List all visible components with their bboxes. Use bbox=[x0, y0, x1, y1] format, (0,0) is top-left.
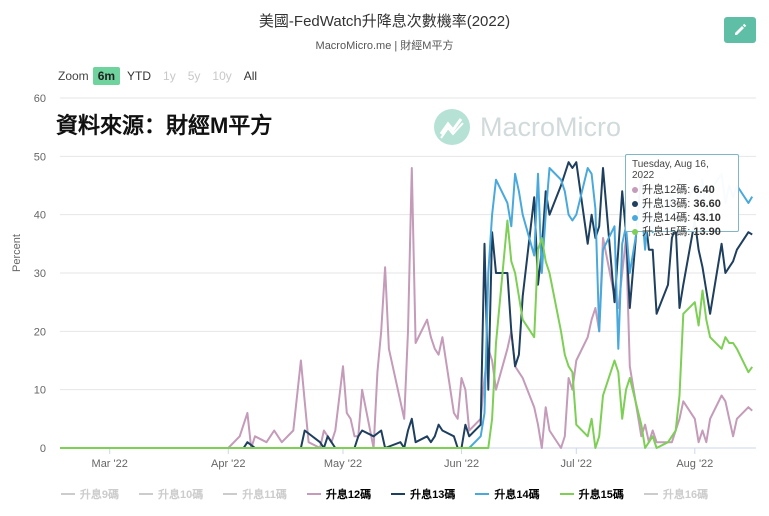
legend-swatch bbox=[306, 493, 321, 495]
legend-label: 升息14碼 bbox=[494, 489, 540, 501]
x-tick-label: Apr '22 bbox=[211, 458, 246, 470]
legend-label: 升息9碼 bbox=[79, 489, 119, 501]
zoom-10y-button[interactable]: 10y bbox=[212, 69, 232, 83]
zoom-6m-button[interactable]: 6m bbox=[92, 67, 121, 85]
legend-label: 升息12碼 bbox=[325, 489, 372, 501]
tooltip-row-value: 6.40 bbox=[693, 184, 715, 196]
series-dot-icon bbox=[632, 215, 638, 222]
chart-legend: 升息9碼 升息10碼 升息11碼 升息12碼 升息13碼 升息14碼 升息15碼… bbox=[0, 486, 769, 502]
legend-item[interactable]: 升息12碼 bbox=[306, 486, 372, 502]
series-line bbox=[60, 219, 754, 449]
tooltip-row-label: 升息12碼: bbox=[642, 184, 691, 196]
pencil-icon bbox=[735, 23, 747, 35]
zoom-1y-button[interactable]: 1y bbox=[163, 69, 176, 83]
y-tick-label: 40 bbox=[34, 210, 46, 222]
legend-item[interactable]: 升息14碼 bbox=[475, 486, 540, 502]
legend-label: 升息15碼 bbox=[578, 489, 624, 501]
y-tick-label: 20 bbox=[34, 326, 46, 338]
zoom-bar: Zoom 6m YTD 1y 5y 10y All bbox=[58, 66, 264, 86]
y-tick-label: 10 bbox=[34, 385, 46, 397]
legend-swatch bbox=[391, 493, 406, 495]
y-tick-label: 30 bbox=[34, 268, 46, 280]
tooltip-row-value: 13.90 bbox=[693, 226, 721, 238]
x-tick-label: Aug '22 bbox=[676, 458, 713, 470]
legend-swatch bbox=[223, 493, 238, 495]
y-tick-label: 60 bbox=[34, 93, 46, 105]
zoom-ytd-button[interactable]: YTD bbox=[127, 69, 152, 83]
legend-swatch bbox=[475, 493, 490, 495]
zoom-label: Zoom bbox=[58, 69, 89, 83]
tooltip-row: 升息14碼: 43.10 bbox=[632, 211, 732, 225]
legend-label: 升息13碼 bbox=[410, 489, 456, 501]
series-dot-icon bbox=[632, 201, 638, 208]
legend-label: 升息16碼 bbox=[662, 489, 709, 501]
tooltip-row: 升息13碼: 36.60 bbox=[632, 197, 732, 211]
edit-button[interactable] bbox=[724, 17, 756, 43]
x-tick-label: Jul '22 bbox=[561, 458, 592, 470]
legend-swatch bbox=[643, 493, 658, 495]
x-tick-label: Jun '22 bbox=[444, 458, 479, 470]
tooltip-row-value: 36.60 bbox=[693, 198, 721, 210]
legend-item[interactable]: 升息10碼 bbox=[138, 486, 204, 502]
watermark-text: MacroMicro bbox=[480, 111, 622, 142]
chart-subtitle: MacroMicro.me | 財經M平方 bbox=[315, 40, 454, 52]
series-dot-icon bbox=[632, 187, 638, 194]
x-tick-label: Mar '22 bbox=[92, 458, 128, 470]
tooltip-row: 升息12碼: 6.40 bbox=[632, 183, 732, 197]
tooltip-row: 升息15碼: 13.90 bbox=[632, 225, 732, 239]
tooltip-row-label: 升息13碼: bbox=[642, 198, 691, 210]
zoom-5y-button[interactable]: 5y bbox=[187, 69, 201, 83]
legend-item[interactable]: 升息15碼 bbox=[559, 486, 624, 502]
legend-swatch bbox=[559, 493, 574, 495]
tooltip-row-label: 升息14碼: bbox=[642, 212, 691, 224]
legend-item[interactable]: 升息11碼 bbox=[223, 486, 287, 502]
x-tick-label: May '22 bbox=[324, 458, 362, 470]
legend-item[interactable]: 升息16碼 bbox=[643, 486, 709, 502]
series-line bbox=[60, 161, 753, 449]
watermark: MacroMicro bbox=[432, 107, 621, 147]
legend-swatch bbox=[60, 493, 75, 495]
chart-title: 美國-FedWatch升降息次數機率(2022) bbox=[258, 13, 511, 30]
y-tick-label: 0 bbox=[40, 443, 46, 455]
legend-label: 升息11碼 bbox=[242, 489, 287, 501]
legend-label: 升息10碼 bbox=[157, 489, 204, 501]
source-note: 資料來源：財經M平方 bbox=[56, 113, 273, 138]
legend-item[interactable]: 升息9碼 bbox=[60, 486, 119, 502]
tooltip-date: Tuesday, Aug 16, 2022 bbox=[632, 159, 709, 181]
tooltip: Tuesday, Aug 16, 2022 升息12碼: 6.40 升息13碼:… bbox=[625, 154, 739, 238]
y-axis-label: Percent bbox=[11, 234, 23, 272]
legend-item[interactable]: 升息13碼 bbox=[391, 486, 455, 502]
tooltip-row-label: 升息15碼: bbox=[642, 226, 691, 238]
y-tick-label: 50 bbox=[34, 151, 46, 163]
zoom-all-button[interactable]: All bbox=[243, 69, 258, 83]
legend-swatch bbox=[138, 493, 153, 495]
macromicro-logo-icon bbox=[434, 109, 470, 145]
series-dot-icon bbox=[632, 229, 638, 236]
tooltip-row-value: 43.10 bbox=[693, 212, 721, 224]
